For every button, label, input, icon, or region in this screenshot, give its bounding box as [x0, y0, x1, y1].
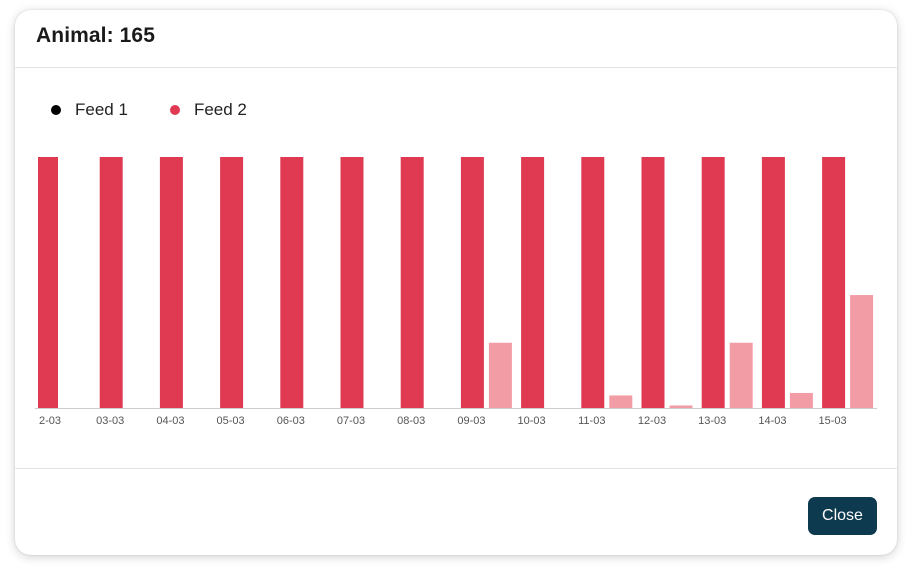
- chart-canvas: 2-03 03-03 04-03 05-03 06-03 07-03 08-03 09-03 1…: [35, 157, 877, 427]
- x-tick-label: 2-03: [39, 415, 61, 427]
- bar-feed-2[interactable]: [220, 157, 244, 408]
- legend-item-feed-2[interactable]: Feed 2: [169, 100, 247, 120]
- legend-label: Feed 1: [75, 100, 128, 119]
- x-tick-label: 08-03: [397, 415, 425, 427]
- x-tick-label: 15-03: [819, 415, 847, 427]
- x-tick-label: 06-03: [277, 415, 305, 427]
- x-tick-label: 13-03: [698, 415, 726, 427]
- bar-feed-2-light[interactable]: [609, 395, 633, 408]
- bar-feed-2-light[interactable]: [669, 405, 693, 408]
- modal-footer: Close: [15, 468, 897, 555]
- bar-feed-2[interactable]: [460, 157, 484, 408]
- x-tick-label: 12-03: [638, 415, 666, 427]
- x-tick-label: 10-03: [518, 415, 546, 427]
- modal-header: Animal: 165: [15, 10, 897, 68]
- feed-bar-chart: 2-03 03-03 04-03 05-03 06-03 07-03 08-03 09-03 1…: [15, 146, 897, 436]
- bar-feed-2[interactable]: [400, 157, 424, 408]
- legend-dot-icon: [169, 105, 180, 115]
- bar-feed-2[interactable]: [641, 157, 665, 408]
- bar-feed-2-light[interactable]: [850, 295, 874, 408]
- bar-feed-2[interactable]: [761, 157, 785, 408]
- bar-feed-2-light[interactable]: [488, 342, 512, 408]
- legend-item-feed-1[interactable]: Feed 1: [51, 100, 128, 120]
- x-tick-label: 09-03: [457, 415, 485, 427]
- x-tick-label: 03-03: [96, 415, 124, 427]
- bar-feed-2[interactable]: [701, 157, 725, 408]
- legend-dot-icon: [51, 105, 61, 115]
- bar-feed-2[interactable]: [159, 157, 183, 408]
- x-tick-label: 11-03: [578, 415, 605, 427]
- bar-feed-2[interactable]: [822, 157, 846, 408]
- legend-label: Feed 2: [193, 100, 247, 119]
- modal-title: Animal: 165: [36, 24, 155, 47]
- bar-feed-2[interactable]: [521, 157, 545, 408]
- x-tick-label: 05-03: [217, 415, 245, 427]
- x-tick-label: 07-03: [337, 415, 365, 427]
- bar-feed-2-light[interactable]: [729, 342, 753, 408]
- x-tick-label: 14-03: [758, 415, 786, 427]
- animal-feed-modal: Animal: 165 Feed 1 Feed 2 2-03 03-03 04-03…: [15, 10, 897, 555]
- bar-feed-2-light[interactable]: [789, 392, 813, 408]
- close-button[interactable]: Close: [808, 497, 877, 535]
- chart-legend: Feed 1 Feed 2: [51, 100, 289, 120]
- bar-feed-2[interactable]: [340, 157, 364, 408]
- x-tick-label: 04-03: [156, 415, 184, 427]
- bar-feed-2[interactable]: [38, 157, 58, 408]
- bar-feed-2[interactable]: [99, 157, 123, 408]
- bar-feed-2[interactable]: [280, 157, 304, 408]
- bar-feed-2[interactable]: [581, 157, 605, 408]
